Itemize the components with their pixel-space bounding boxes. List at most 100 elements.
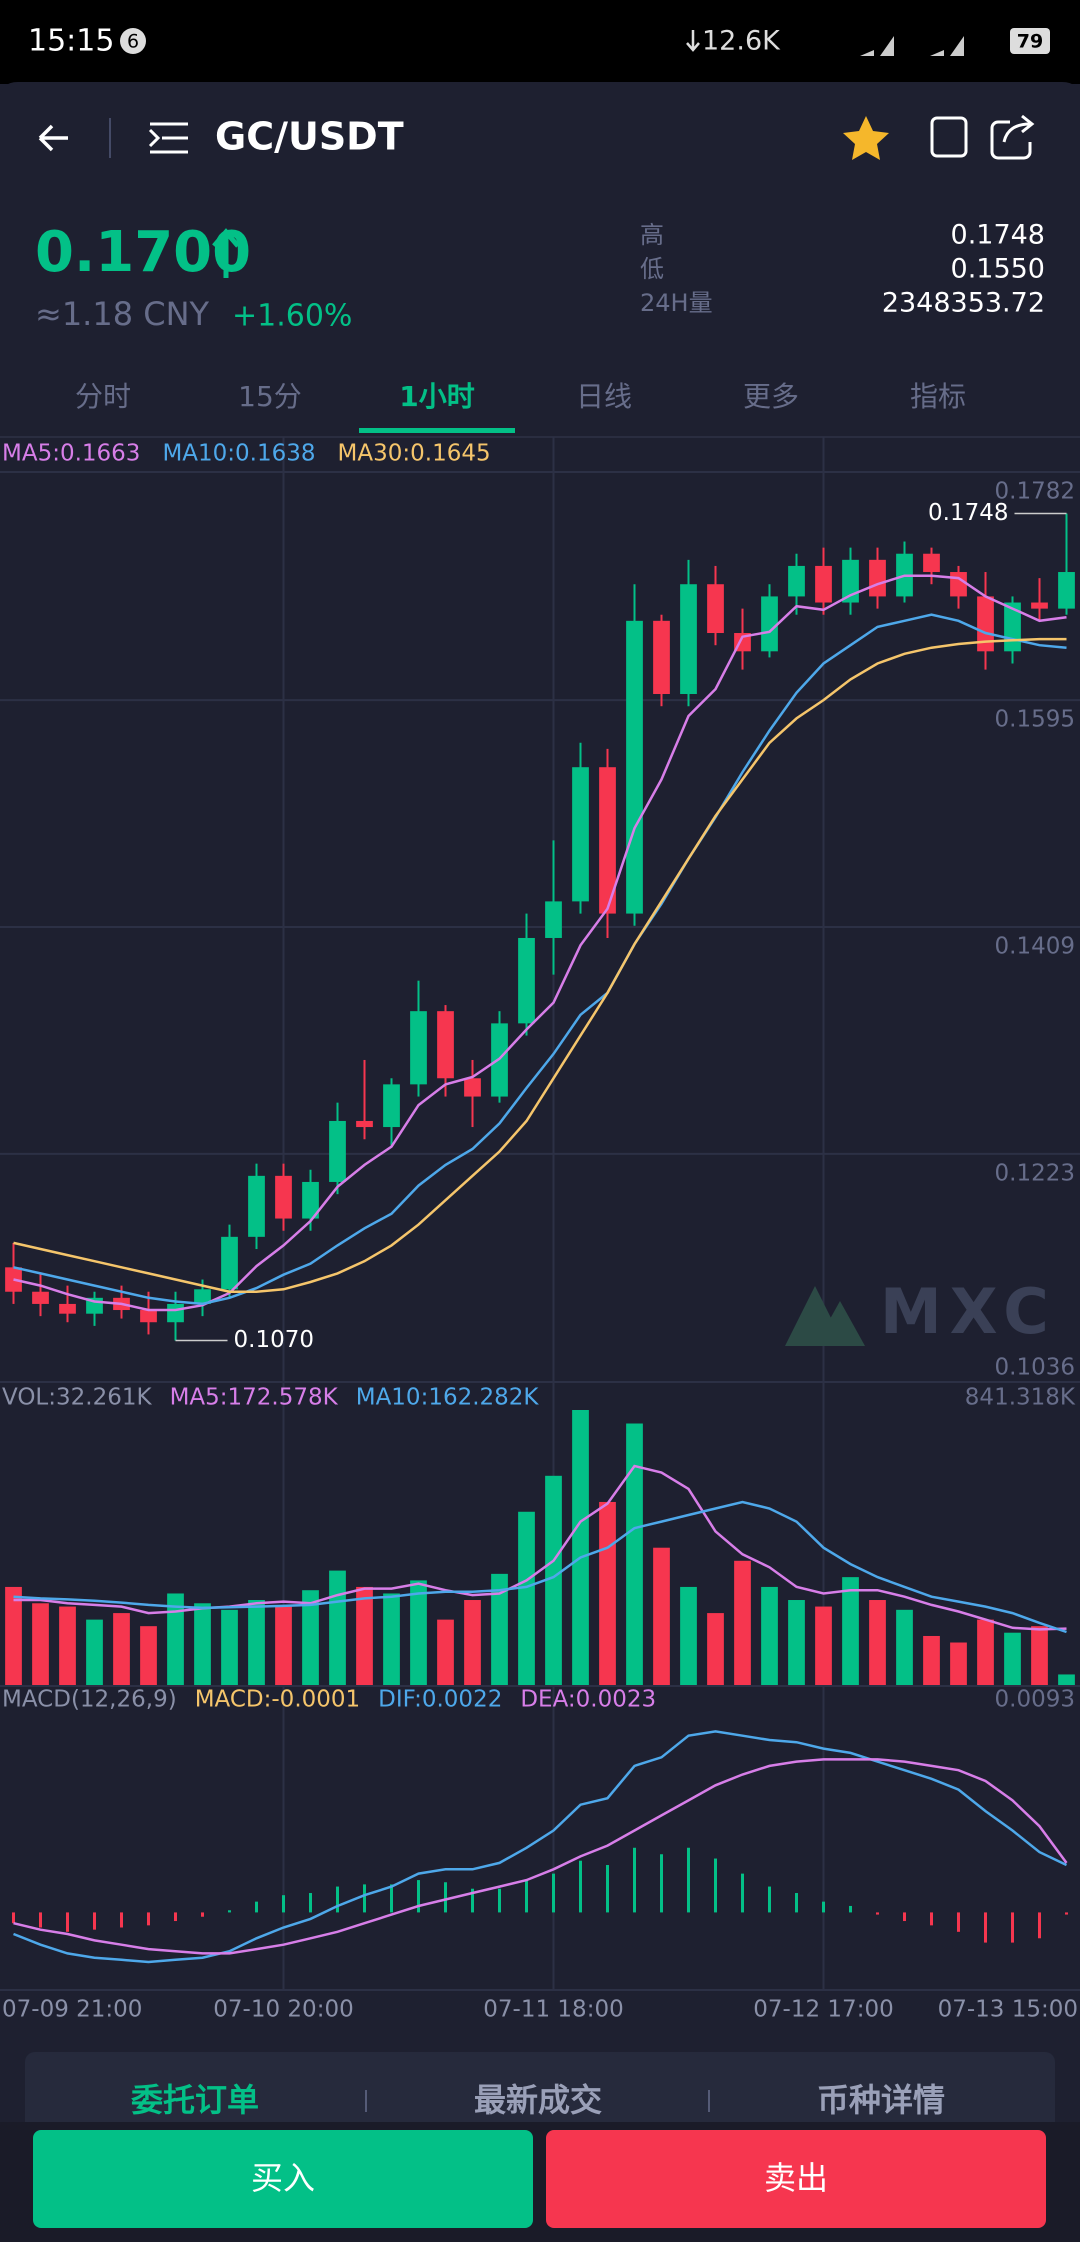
- tab[interactable]: 15分: [238, 380, 302, 413]
- status-bar: [0, 0, 1080, 84]
- macd-bar: [174, 1912, 177, 1922]
- macd-bar: [93, 1912, 96, 1930]
- candle-body: [653, 620, 670, 695]
- volume-bar: [1031, 1626, 1048, 1685]
- macd-bar: [471, 1888, 474, 1913]
- candle-body: [707, 584, 724, 634]
- share-image-button[interactable]: [930, 116, 968, 158]
- ma-legend: MA10:0.1638: [162, 441, 315, 467]
- candle-body: [599, 767, 616, 914]
- macd-bar: [228, 1910, 231, 1913]
- volume-bar: [599, 1501, 616, 1685]
- candle-body: [248, 1175, 265, 1237]
- macd-bar: [849, 1905, 852, 1913]
- macd-bar: [390, 1884, 393, 1913]
- volume-bar: [653, 1547, 670, 1685]
- macd-bar: [660, 1854, 663, 1913]
- volume-bar: [815, 1606, 832, 1685]
- volume-bar: [1058, 1674, 1075, 1685]
- volume-bar: [356, 1586, 373, 1685]
- charts: 0.1782 0.1595 0.1409 0.1223 0.1036 MXC MA5:0.1…: [0, 437, 1080, 2023]
- y-tick-label: 0.1409: [995, 934, 1075, 960]
- volume-bar: [491, 1573, 508, 1685]
- tab[interactable]: 1小时: [399, 380, 474, 413]
- candle-body: [977, 596, 994, 652]
- macd-bar: [1065, 1912, 1068, 1915]
- bottom-tab[interactable]: 最新成交: [474, 2081, 602, 2119]
- volume-bar: [221, 1609, 238, 1685]
- tab[interactable]: 分时: [75, 380, 131, 413]
- menu-button[interactable]: [148, 122, 188, 154]
- macd-legend: MACD(12,26,9): [2, 1687, 177, 1713]
- volume-bar: [923, 1635, 940, 1685]
- volume-bar: [1004, 1632, 1021, 1685]
- volume-bar: [545, 1475, 562, 1685]
- volume-bar: [383, 1593, 400, 1685]
- macd-legend: DEA:0.0023: [520, 1687, 656, 1713]
- volume-bar: [734, 1560, 751, 1685]
- macd-bar: [498, 1888, 501, 1913]
- bottom-tab[interactable]: 委托订单: [131, 2081, 259, 2119]
- volume-bar: [464, 1600, 481, 1685]
- watermark-logo: [785, 1286, 865, 1346]
- ma-line: [13, 574, 1067, 1312]
- macd-bar: [1038, 1912, 1041, 1939]
- volume-bar: [248, 1600, 265, 1685]
- x-tick-label: 07-10 20:00: [213, 1997, 353, 2023]
- buy-button[interactable]: [33, 2130, 533, 2228]
- volume-bar: [140, 1626, 157, 1685]
- macd-bar: [1011, 1912, 1014, 1943]
- favorite-button[interactable]: [843, 116, 889, 160]
- sell-button[interactable]: [546, 2130, 1046, 2228]
- candle-body: [356, 1120, 373, 1128]
- tab[interactable]: 更多: [743, 380, 799, 413]
- macd-bar: [714, 1858, 717, 1913]
- volume-bar: [86, 1619, 103, 1685]
- y-tick-label: 0.1223: [995, 1160, 1075, 1186]
- macd-bar: [417, 1880, 420, 1913]
- volume-bar: [572, 1410, 589, 1685]
- stat-label: 高: [640, 221, 664, 249]
- bottom-tab[interactable]: 币种详情: [817, 2081, 945, 2119]
- x-tick-label: 07-09 21:00: [2, 1997, 142, 2023]
- volume-bar: [410, 1580, 427, 1685]
- macd-legend: MACD:-0.0001: [195, 1687, 360, 1713]
- macd-bar: [255, 1901, 258, 1913]
- volume-bar: [869, 1600, 886, 1685]
- macd-bar: [12, 1912, 15, 1924]
- candle-body: [1031, 602, 1048, 609]
- macd-bar: [741, 1873, 744, 1913]
- volume-bar: [761, 1586, 778, 1685]
- candle-body: [761, 596, 778, 652]
- volume-bar: [626, 1423, 643, 1685]
- tab[interactable]: 指标: [910, 380, 966, 413]
- macd-bar: [579, 1860, 582, 1913]
- volume-bar: [275, 1606, 292, 1685]
- macd-bar: [336, 1886, 339, 1913]
- candle-body: [545, 901, 562, 938]
- stat-value: 0.1748: [951, 220, 1045, 251]
- macd-bar: [795, 1893, 798, 1913]
- macd-bar: [606, 1865, 609, 1913]
- volume-legend: MA10:162.282K: [356, 1385, 540, 1411]
- tab[interactable]: 日线: [576, 380, 632, 413]
- macd-bar: [525, 1880, 528, 1913]
- candle-body: [410, 1011, 427, 1085]
- candle-body: [842, 559, 859, 603]
- volume-ma-line: [13, 1464, 1067, 1631]
- macd-bar: [633, 1847, 636, 1913]
- candle-body: [194, 1289, 211, 1304]
- macd-bar: [903, 1912, 906, 1922]
- volume-bar: [680, 1586, 697, 1685]
- stat-value: 2348353.72: [882, 288, 1045, 319]
- macd-bar: [822, 1901, 825, 1913]
- buy-label: 买入: [251, 2159, 315, 2197]
- share-button[interactable]: [990, 114, 1035, 160]
- tab-indicator: [359, 428, 515, 433]
- macd-bar: [147, 1912, 150, 1926]
- macd-tick-label: 0.0093: [995, 1687, 1075, 1713]
- back-button[interactable]: [38, 124, 68, 152]
- candle-body: [464, 1078, 481, 1097]
- volume-bar: [437, 1619, 454, 1685]
